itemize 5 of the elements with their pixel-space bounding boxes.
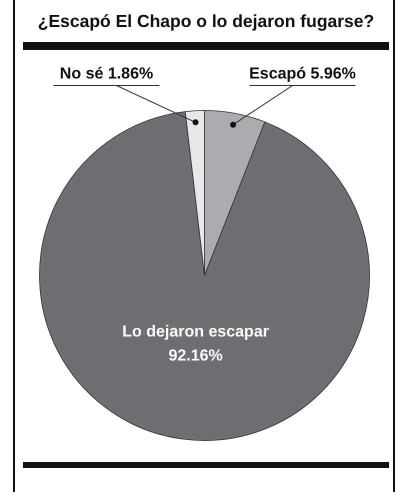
slice-label: No sé 1.86% [60,66,154,82]
slice-label: Lo dejaron escapar [122,324,269,341]
chart-title: ¿Escapó El Chapo o lo dejaron fugarse? [38,10,374,33]
data-label: 92.16% [168,348,223,365]
slice-label: Escapó 5.96% [249,66,356,82]
